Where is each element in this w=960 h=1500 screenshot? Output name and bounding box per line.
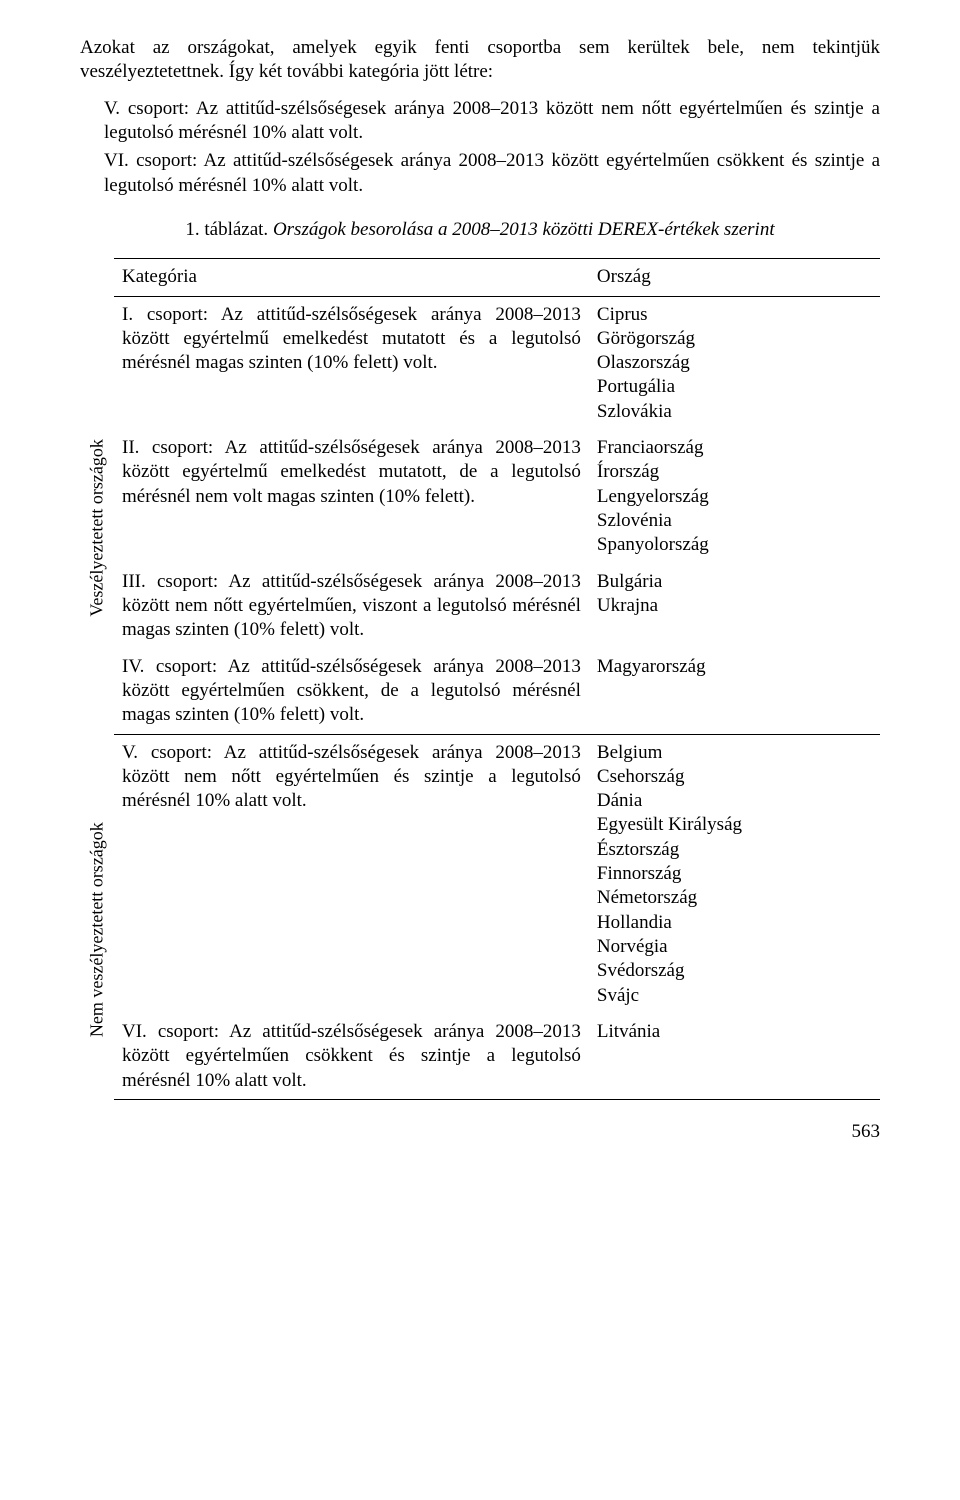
cell-countries: Ciprus Görögország Olaszország Portugáli… [589,296,880,430]
cell-category: II. csoport: Az attitűd-szélsőségesek ar… [114,430,589,564]
caption-title: Országok besorolása a 2008–2013 közötti … [273,219,775,240]
cell-category: V. csoport: Az attitűd-szélsőségesek ará… [114,734,589,1014]
page-number: 563 [80,1120,880,1144]
table-row: VI. csoport: Az attitűd-szélsőségesek ar… [114,1014,880,1099]
cell-category: VI. csoport: Az attitűd-szélsőségesek ar… [114,1014,589,1099]
table-row: V. csoport: Az attitűd-szélsőségesek ará… [114,734,880,1014]
cell-countries: Bulgária Ukrajna [589,564,880,649]
table-header-row: Kategória Ország [114,259,880,296]
classification-table: Kategória Ország I. csoport: Az attitűd-… [114,258,880,1100]
table-row: IV. csoport: Az attitűd-szélsőségesek ar… [114,649,880,734]
side-label-safe: Nem veszélyeztetett országok [80,760,114,1100]
cell-category: III. csoport: Az attitűd-szélsőségesek a… [114,564,589,649]
table-wrapper: Veszélyeztetett országok Nem veszélyezte… [80,258,880,1100]
cell-countries: Magyarország [589,649,880,734]
side-label-danger: Veszélyeztetett országok [80,296,114,760]
table-caption: 1. táblázat. Országok besorolása a 2008–… [80,218,880,242]
side-labels: Veszélyeztetett országok Nem veszélyezte… [80,258,114,1100]
group-vi: VI. csoport: Az attitűd-szélsőségesek ar… [104,149,880,198]
caption-number: 1. táblázat. [185,219,268,240]
cell-countries: Litvánia [589,1014,880,1099]
cell-category: I. csoport: Az attitűd-szélsőségesek ará… [114,296,589,430]
cell-countries: Belgium Csehország Dánia Egyesült Király… [589,734,880,1014]
intro-paragraph: Azokat az országokat, amelyek egyik fent… [80,36,880,85]
side-label-spacer [80,258,114,296]
group-list: V. csoport: Az attitűd-szélsőségesek ará… [104,97,880,198]
col-header-category: Kategória [114,259,589,296]
group-v: V. csoport: Az attitűd-szélsőségesek ará… [104,97,880,146]
table-row: III. csoport: Az attitűd-szélsőségesek a… [114,564,880,649]
col-header-country: Ország [589,259,880,296]
cell-category: IV. csoport: Az attitűd-szélsőségesek ar… [114,649,589,734]
table-row: II. csoport: Az attitűd-szélsőségesek ar… [114,430,880,564]
cell-countries: Franciaország Írország Lengyelország Szl… [589,430,880,564]
table-row: I. csoport: Az attitűd-szélsőségesek ará… [114,296,880,430]
